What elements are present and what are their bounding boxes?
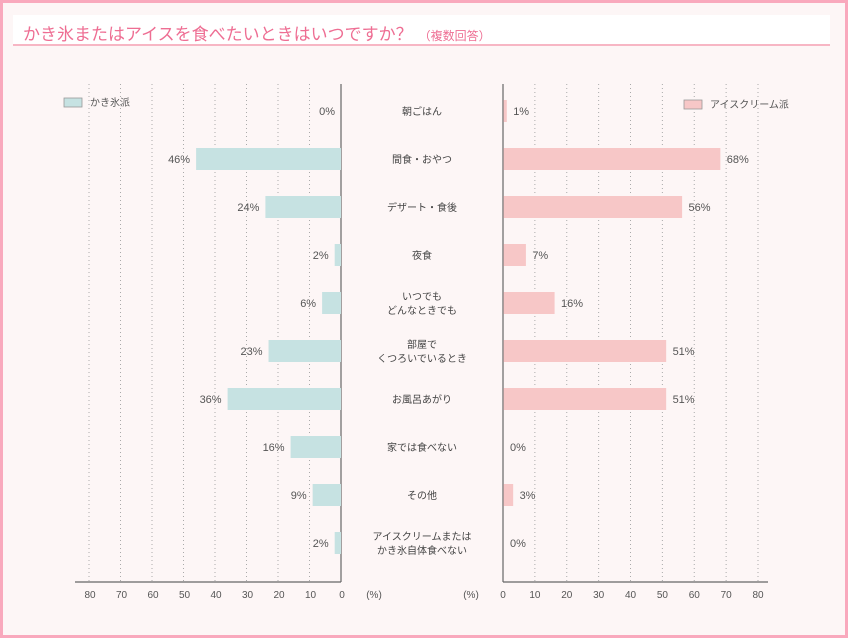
value-label-kakigori: 2% [313,538,329,550]
bar-icecream [503,148,721,170]
x-tick-label-right: 50 [657,590,669,601]
value-label-icecream: 51% [673,394,695,406]
value-label-kakigori: 2% [313,250,329,262]
x-unit-right: (%) [463,590,479,601]
bar-icecream [503,484,514,506]
title-bar: かき氷またはアイスを食べたいときはいつですか？ （複数回答） [13,15,830,46]
category-label-line2: かき氷自体食べない [377,544,467,557]
legend-label-kakigori: かき氷派 [90,96,130,109]
bar-kakigori [196,148,341,170]
bar-kakigori [265,196,341,218]
value-label-kakigori: 6% [300,298,316,310]
bar-icecream [503,100,507,122]
category-label: デザート・食後 [387,201,457,214]
value-label-icecream: 0% [510,442,526,454]
value-label-icecream: 1% [513,106,529,118]
x-tick-label-left: 40 [210,590,222,601]
x-tick-label-left: 30 [242,590,254,601]
x-tick-label-right: 70 [721,590,733,601]
chart-title: かき氷またはアイスを食べたいときはいつですか？ （複数回答） [23,20,491,45]
bar-icecream [503,340,667,362]
legend-swatch-icecream [683,99,703,110]
value-label-icecream: 16% [561,298,583,310]
category-label-line2: どんなときでも [387,305,457,317]
value-label-kakigori: 16% [263,442,285,454]
bar-kakigori [334,532,341,554]
bar-icecream [503,244,526,266]
value-label-icecream: 0% [510,538,526,550]
category-label: 間食・おやつ [392,153,452,166]
bar-kakigori [322,292,341,314]
x-tick-label-left: 80 [84,590,96,601]
x-tick-label-right: 80 [752,590,764,601]
x-tick-label-left: 0 [339,590,345,601]
bar-kakigori [268,340,341,362]
value-label-icecream: 7% [532,250,548,262]
value-label-icecream: 51% [673,346,695,358]
value-label-kakigori: 24% [237,202,259,214]
category-label: お風呂あがり [392,393,452,406]
category-label: 家では食べない [387,441,457,454]
bar-kakigori [227,388,341,410]
bar-kakigori [312,484,341,506]
category-label-line1: アイスクリームまたは [373,531,472,543]
x-tick-label-left: 10 [305,590,317,601]
bar-kakigori [290,436,341,458]
category-label-line1: 部屋で [407,338,437,351]
value-label-icecream: 68% [727,154,749,166]
x-tick-label-right: 30 [593,590,605,601]
value-label-kakigori: 46% [168,154,190,166]
bar-icecream [503,196,683,218]
value-label-kakigori: 9% [291,490,307,502]
bar-icecream [503,292,555,314]
x-tick-label-left: 20 [273,590,285,601]
x-unit-left: (%) [366,590,382,601]
bar-icecream [503,388,667,410]
x-tick-label-left: 50 [179,590,191,601]
category-label: 朝ごはん [402,105,442,118]
value-label-icecream: 56% [689,202,711,214]
legend-swatch-kakigori [63,97,83,108]
x-tick-label-left: 60 [147,590,159,601]
legend-label-icecream: アイスクリーム派 [710,99,789,111]
title-main: かき氷またはアイスを食べたいときはいつですか？ [23,25,413,45]
x-tick-label-right: 40 [625,590,637,601]
x-tick-label-right: 10 [529,590,541,601]
category-label-line2: くつろいでいるとき [377,353,467,365]
category-label: その他 [407,489,437,502]
value-label-kakigori: 23% [241,346,263,358]
value-label-icecream: 3% [520,490,536,502]
chart-frame [3,3,845,635]
x-tick-label-right: 20 [561,590,573,601]
category-label-line1: いつでも [402,291,442,303]
bar-kakigori [334,244,341,266]
x-tick-label-right: 60 [689,590,701,601]
x-tick-label-right: 0 [500,590,506,601]
category-label: 夜食 [412,249,432,262]
x-tick-label-left: 70 [116,590,128,601]
title-sub: （複数回答） [418,29,491,43]
value-label-kakigori: 36% [200,394,222,406]
value-label-kakigori: 0% [319,106,335,118]
